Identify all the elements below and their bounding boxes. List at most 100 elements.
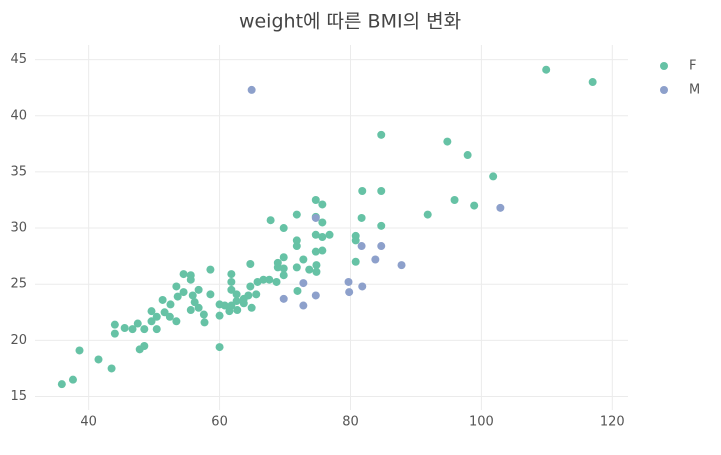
legend-marker (660, 62, 668, 70)
point (292, 263, 301, 272)
point (377, 130, 386, 139)
point (318, 218, 327, 227)
point (311, 213, 320, 222)
point (423, 210, 432, 219)
point (247, 85, 256, 94)
point (215, 311, 224, 320)
point (293, 286, 302, 295)
point (397, 261, 406, 270)
point (232, 290, 241, 299)
point (179, 288, 188, 297)
point (311, 195, 320, 204)
y-tick-label: 15 (10, 389, 27, 404)
point (166, 300, 175, 309)
point (190, 298, 199, 307)
point (279, 294, 288, 303)
y-tick-label: 35 (10, 164, 27, 179)
point (128, 325, 137, 334)
point (279, 224, 288, 233)
point (147, 307, 156, 316)
point (206, 290, 215, 299)
point (265, 275, 274, 284)
point (110, 320, 119, 329)
point (292, 242, 301, 251)
point (244, 291, 253, 300)
point (279, 264, 288, 273)
point (232, 297, 241, 306)
point (215, 343, 224, 352)
point (172, 282, 181, 291)
point (312, 267, 321, 276)
point (227, 285, 236, 294)
point (186, 275, 195, 284)
point (305, 265, 314, 274)
point (194, 303, 203, 312)
point (246, 282, 255, 291)
point (57, 380, 66, 389)
point (279, 253, 288, 262)
point (133, 319, 142, 328)
point (239, 299, 248, 308)
point (206, 265, 215, 274)
point (311, 230, 320, 239)
point (292, 236, 301, 245)
point (463, 151, 472, 160)
point (292, 210, 301, 219)
point (351, 257, 360, 266)
point (371, 255, 380, 264)
point (94, 355, 103, 364)
y-tick-label: 20 (10, 333, 27, 348)
point (165, 312, 174, 321)
point (246, 260, 255, 268)
point (357, 242, 366, 251)
chart-title: weight에 따른 BMI의 변화 (239, 11, 461, 33)
point (186, 306, 195, 315)
y-tick-label: 40 (10, 108, 27, 123)
point (470, 201, 479, 210)
point (252, 290, 261, 299)
point (358, 282, 367, 291)
point (259, 275, 268, 284)
x-tick-label: 100 (469, 415, 494, 430)
point (227, 270, 236, 279)
y-tick-label: 30 (10, 221, 27, 236)
point (107, 364, 116, 373)
y-tick-label: 45 (10, 52, 27, 67)
point (344, 277, 353, 286)
point (179, 270, 188, 279)
point (200, 318, 209, 327)
point (247, 303, 256, 312)
point (325, 230, 334, 239)
point (279, 271, 288, 280)
point (377, 242, 386, 251)
point (377, 221, 386, 230)
point (199, 310, 208, 319)
point (152, 325, 161, 334)
point (377, 187, 386, 195)
point (345, 288, 354, 297)
x-tick-label: 120 (600, 415, 625, 430)
point (140, 325, 149, 334)
x-tick-label: 40 (80, 415, 97, 430)
point (120, 324, 129, 333)
point (358, 187, 367, 195)
point (152, 312, 161, 321)
point (272, 277, 281, 286)
x-tick-label: 60 (211, 415, 228, 430)
point (68, 375, 77, 384)
point (318, 246, 327, 255)
point (299, 279, 308, 288)
point (110, 329, 119, 338)
point (496, 203, 505, 212)
point (227, 301, 236, 310)
point (318, 200, 327, 209)
point (357, 213, 366, 222)
point (311, 291, 320, 300)
point (266, 216, 275, 225)
point (443, 137, 452, 146)
legend-label: F (689, 59, 696, 74)
point (220, 301, 229, 310)
point (318, 233, 327, 242)
point (233, 306, 242, 315)
